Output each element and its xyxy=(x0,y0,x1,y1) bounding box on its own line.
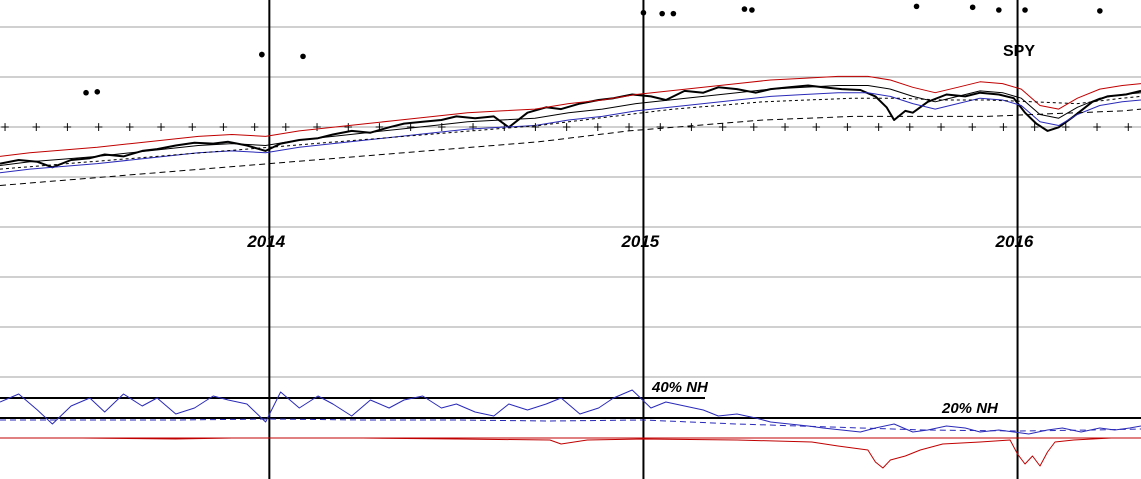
price-marker-dot xyxy=(913,3,920,10)
annotation-40pct-nh: 40% NH xyxy=(651,379,709,396)
grid-plus-tick-21: + xyxy=(655,120,665,134)
grid-plus-tick-0: + xyxy=(0,120,10,134)
grid-plus-tick-13: + xyxy=(406,120,416,134)
year-dividers: 2014 2015 2016 xyxy=(246,0,1034,479)
grid-plus-tick-2: + xyxy=(62,120,72,134)
grid-plus-tick-5: + xyxy=(156,120,166,134)
price-marker-dot xyxy=(969,4,976,11)
grid-lines: + + + + + + + + + + + + + + + + + + + + + + + + + + + + + + + + + + + + + xyxy=(0,26,1141,378)
ticker-label: SPY xyxy=(1003,43,1035,60)
grid-plus-tick-33: + xyxy=(1030,120,1040,134)
grid-plus-tick-3: + xyxy=(94,120,104,134)
price-marker-dot xyxy=(1097,8,1103,14)
grid-plus-tick-18: + xyxy=(562,120,572,134)
price-marker-dot xyxy=(996,7,1002,13)
grid-plus-tick-19: + xyxy=(593,120,603,134)
grid-plus-tick-10: + xyxy=(312,120,322,134)
grid-plus-tick-12: + xyxy=(374,120,384,134)
grid-plus-tick-31: + xyxy=(967,120,977,134)
price-marker-dot xyxy=(83,89,89,96)
grid-plus-tick-14: + xyxy=(437,120,447,134)
grid-plus-tick-34: + xyxy=(1061,120,1071,134)
annotation-20pct-nh: 20% NH xyxy=(941,400,999,417)
year-label-2014: 2014 xyxy=(246,232,285,251)
grid-plus-tick-22: + xyxy=(686,120,696,134)
price-moving-average-line xyxy=(0,85,1141,166)
grid-plus-tick-11: + xyxy=(343,120,353,134)
labels: SPY 40% NH 20% NH xyxy=(651,43,1035,417)
grid-plus-tick-20: + xyxy=(624,120,634,134)
grid-plus-tick-24: + xyxy=(749,120,759,134)
grid-plus-tick-30: + xyxy=(936,120,946,134)
price-marker-dot xyxy=(259,51,265,58)
grid-plus-tick-25: + xyxy=(780,120,790,134)
price-marker-dot xyxy=(659,10,665,17)
grid-plus-tick-27: + xyxy=(842,120,852,134)
price-marker-dot xyxy=(741,6,748,12)
grid-plus-tick-15: + xyxy=(468,120,478,134)
breadth-new-lows-pct-line xyxy=(0,437,1141,469)
price-marker-dot xyxy=(670,10,677,17)
grid-plus-tick-28: + xyxy=(874,120,884,134)
year-label-2015: 2015 xyxy=(620,232,659,251)
price-marker-dot xyxy=(300,53,306,60)
price-lower-envelope-line xyxy=(0,92,1141,174)
breadth-new-highs-pct-line xyxy=(0,389,1141,435)
grid-plus-tick-9: + xyxy=(281,120,291,134)
breadth-panel xyxy=(0,389,1141,469)
grid-plus-tick-17: + xyxy=(530,120,540,134)
grid-plus-tick-6: + xyxy=(187,120,197,134)
price-marker-dot xyxy=(749,7,755,13)
grid-plus-tick-8: + xyxy=(250,120,260,134)
grid-plus-tick-4: + xyxy=(125,120,135,134)
grid-plus-tick-29: + xyxy=(905,120,915,134)
price-marker-dot xyxy=(1022,7,1028,13)
grid-plus-tick-1: + xyxy=(31,120,41,134)
year-label-2016: 2016 xyxy=(995,232,1034,251)
grid-plus-tick-7: + xyxy=(218,120,228,134)
price-marker-dot xyxy=(94,89,101,95)
grid-plus-tick-23: + xyxy=(718,120,728,134)
grid-plus-tick-26: + xyxy=(811,120,821,134)
price-upper-envelope-line xyxy=(0,75,1141,157)
price-marker-dot xyxy=(640,9,647,16)
grid-plus-tick-36: + xyxy=(1123,120,1133,134)
breadth-new-highs-avg-line xyxy=(0,418,1141,432)
grid-plus-tick-35: + xyxy=(1092,120,1102,134)
price-long-dashed-line xyxy=(0,108,1141,186)
grid-plus-tick-32: + xyxy=(998,120,1008,134)
price-panel xyxy=(0,3,1141,186)
